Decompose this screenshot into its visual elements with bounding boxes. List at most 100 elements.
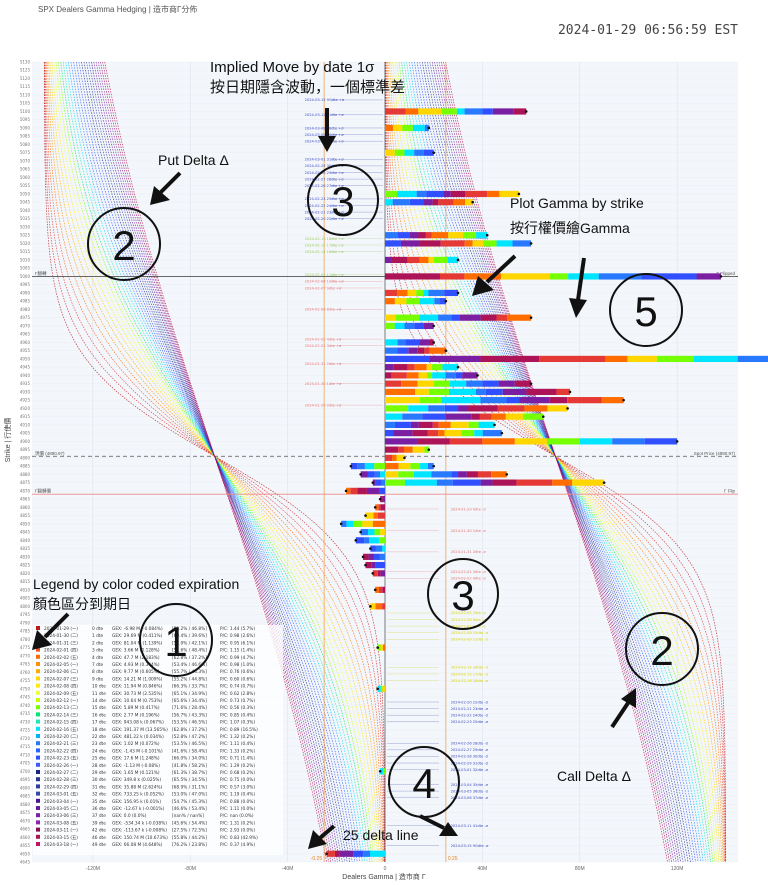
gamma-bar-segment: [407, 256, 420, 264]
y-tick-label: 4900: [20, 439, 31, 444]
legend-swatch: [36, 712, 40, 717]
gamma-bar-segment: [355, 537, 365, 544]
gamma-bar-segment: [452, 479, 481, 486]
annotations-layer: Implied Move by date 1σ 按日期隱含波動，一個標準差 Pu…: [32, 59, 699, 849]
legend-dte: 23 dte: [92, 741, 106, 747]
gamma-bar-segment: [339, 850, 354, 857]
y-tick-label: 5010: [20, 257, 31, 262]
legend-pc: P/C: 0.56 (0.3%): [220, 705, 255, 711]
put-delta-curve: [83, 61, 348, 863]
gamma-bar-end-dot: [371, 481, 375, 484]
y-tick-label: 4815: [20, 579, 31, 584]
gamma-bar-segment: [501, 273, 550, 280]
gamma-bar-segment: [374, 529, 381, 536]
gamma-bar-segment: [419, 397, 442, 404]
gamma-bar-segment: [380, 644, 383, 651]
gamma-bar-end-dot: [432, 341, 435, 344]
gamma-bar-segment: [379, 487, 385, 494]
legend-date: 2024-02-14 (三): [44, 712, 78, 718]
legend-dte: 22 dte: [92, 734, 106, 740]
gamma-bar-end-dot: [373, 506, 377, 509]
implied-move-label-upper: 2024-02-09 11dte +σ: [305, 273, 345, 277]
implied-move-label-upper: 2024-02-22 24dte +σ: [305, 204, 345, 208]
y-tick-label: 4920: [20, 406, 31, 411]
legend-gex: GEX: 29.69 M (0.411%): [112, 633, 163, 639]
legend-gex: GEX: 481.22 k (0.034%): [112, 734, 164, 740]
gamma-bar-segment: [406, 372, 419, 379]
legend-swatch: [36, 741, 40, 746]
legend-cp: [45.6% / 54.4%]: [172, 820, 207, 826]
legend-dte: 25 dte: [92, 756, 106, 762]
gamma-bar-segment: [438, 421, 451, 428]
gamma-bar-segment: [385, 273, 440, 280]
y-tick-label: 5070: [20, 158, 31, 163]
y-tick-label: 4975: [20, 315, 31, 320]
gamma-bar-segment: [380, 570, 385, 577]
put-delta-curve: [104, 61, 327, 863]
annotation-plot-gamma-cn: 按行權價繪Gamma: [510, 220, 630, 236]
gamma-bar-end-dot: [456, 258, 460, 262]
legend-date: 2024-02-26 (一): [44, 763, 78, 769]
gamma-bar-end-dot: [354, 539, 358, 542]
y-tick-label: 5120: [20, 76, 31, 81]
y-tick-label: 5000: [20, 274, 31, 279]
legend-cp: [65.6% / 34.4%]: [172, 698, 207, 704]
y-tick-label: 5080: [20, 142, 31, 147]
y-tick-label: 5125: [20, 68, 31, 73]
y-tick-label: 4735: [20, 711, 31, 716]
legend-pc: P/C: 0.75 (0.0%): [220, 777, 255, 783]
legend-date: 2024-02-16 (五): [44, 727, 78, 733]
gamma-bars-layer: [325, 108, 768, 857]
gamma-bar-segment: [397, 347, 409, 354]
legend-gex: GEX: 349.8 k (0.025%): [112, 777, 161, 783]
legend-dte: 4 dte: [92, 655, 104, 661]
y-tick-label: 4960: [20, 340, 31, 345]
y-axis-label: Strike | 行使價: [3, 418, 12, 463]
legend-dte: 35 dte: [92, 799, 106, 805]
y-tick-label: 4875: [20, 480, 31, 485]
gamma-bar-end-dot: [456, 291, 460, 295]
gamma-bar-segment: [381, 479, 385, 486]
call-delta-curve: [424, 61, 689, 863]
legend-background: [33, 625, 283, 855]
y-tick-label: 4980: [20, 307, 31, 312]
legend: 2024-01-29 (一) 0 dte GEX: -6.98 M (-0.084%…: [33, 625, 283, 855]
gamma-bar-segment: [579, 438, 613, 445]
gamma-bar-segment: [438, 314, 452, 321]
legend-gex: GEX: 11.94 M (0.846%): [112, 684, 163, 690]
y-tick-label: 4880: [20, 472, 31, 477]
legend-gex: GEX: 10.64 M (0.753%): [112, 698, 163, 704]
gamma-bar-end-dot: [444, 349, 448, 352]
gamma-bar-segment: [516, 479, 553, 486]
implied-move-label-upper: 2024-02-20 22dte +σ: [305, 217, 345, 221]
y-tick-label: 5090: [20, 125, 31, 130]
gamma-bar-segment: [418, 421, 433, 428]
x-tick-label: 120M: [671, 866, 684, 872]
gamma-bar-segment: [444, 405, 459, 412]
gamma-bar-segment: [382, 685, 385, 692]
legend-date: 2024-03-05 (二): [44, 806, 78, 812]
call-delta-curve: [436, 61, 677, 863]
gamma-bar-segment: [445, 413, 472, 420]
legend-pc: P/C: 1.07 (0.3%): [220, 720, 255, 726]
legend-swatch: [36, 654, 40, 659]
arrow-implied-move: [318, 108, 336, 152]
legend-dte: 16 dte: [92, 712, 106, 718]
legend-gex: GEX: 3.66 M (0.128%): [112, 648, 160, 654]
gamma-bar-segment: [523, 413, 544, 420]
gamma-bar-segment: [405, 339, 420, 346]
gamma-bar-segment: [404, 149, 415, 156]
gamma-bar-segment: [375, 586, 379, 593]
legend-dte: 36 dte: [92, 806, 106, 812]
gamma-bar-segment: [496, 240, 513, 247]
chart-title: SPX Dealers Gamma Hedging | 造市商Γ分佈: [38, 4, 197, 14]
gamma-bar-segment: [394, 322, 405, 330]
y-tick-label: 5085: [20, 134, 31, 139]
y-tick-label: 4915: [20, 414, 31, 419]
legend-date: 2024-02-27 (二): [44, 770, 78, 776]
gamma-bar-segment: [366, 487, 380, 494]
legend-cp: [55.7% / 44.3%]: [172, 669, 207, 675]
y-tick-label: 4745: [20, 695, 31, 700]
gamma-bar-segment: [432, 199, 439, 206]
implied-move-label-lower: 2024-02-26 28dte -σ: [451, 742, 489, 746]
